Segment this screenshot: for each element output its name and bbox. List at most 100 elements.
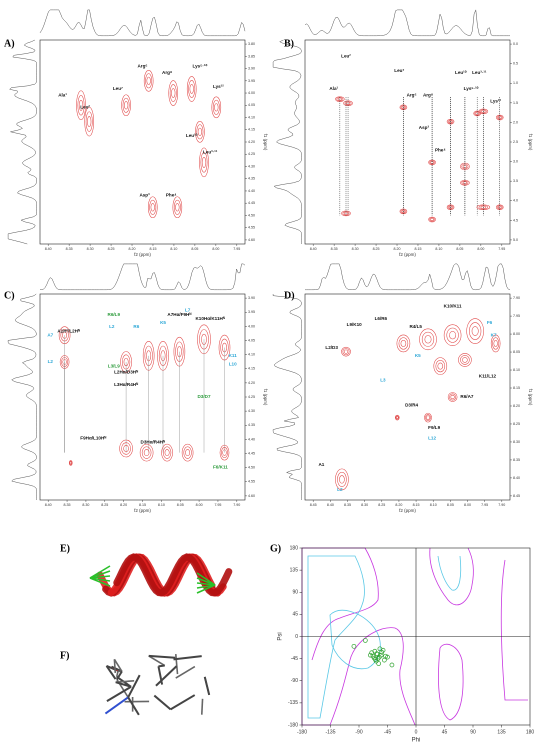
x-tick-label: 8.00	[196, 503, 203, 507]
bond	[148, 655, 166, 667]
bond	[115, 671, 119, 677]
contour	[339, 475, 345, 484]
y-tick-label: 4.00	[248, 91, 255, 95]
x-tick-label: 8.20	[394, 247, 401, 251]
y-tick-label: -45	[291, 656, 298, 662]
contour	[429, 160, 435, 165]
residue-point	[368, 652, 373, 658]
contour	[460, 355, 470, 365]
contour	[85, 111, 93, 132]
x-tick-label: 8.30	[82, 503, 89, 507]
y-tick-label: 8.10	[513, 368, 520, 372]
peak-label: K11	[229, 353, 238, 358]
peak-label: L10	[229, 361, 237, 366]
panel-label: C)	[4, 290, 15, 301]
y-tick-label: 4.15	[248, 367, 255, 371]
bond	[113, 658, 123, 672]
contour	[162, 446, 172, 459]
contour	[450, 394, 455, 400]
peak-label: F6	[487, 320, 493, 325]
peak-label: D3/D7	[197, 394, 210, 399]
residue-point	[373, 657, 378, 662]
peak-label: K10Hα/K11Hᴺ	[195, 316, 224, 321]
peak-label: L2	[337, 487, 343, 492]
peak-label: Arg⁶	[137, 64, 147, 69]
spectrum-1d	[304, 9, 510, 37]
y-tick-label: 8.00	[513, 332, 520, 336]
peak-label: R6	[133, 324, 139, 329]
contour	[335, 468, 349, 491]
x-tick-label: 8.45	[310, 503, 317, 507]
x-tick-label: 135	[497, 729, 506, 735]
x-tick-label: 8.15	[149, 247, 156, 251]
contour	[181, 443, 194, 462]
contour	[175, 203, 180, 212]
contour	[395, 416, 399, 420]
x-tick-label: 8.15	[413, 503, 420, 507]
contour	[221, 447, 228, 459]
contour	[490, 334, 501, 353]
panel-label: A)	[4, 38, 15, 49]
x-tick-label: 7.95	[214, 503, 221, 507]
contour	[145, 73, 153, 89]
y-tick-label: 4.00	[248, 324, 255, 328]
bond	[127, 674, 141, 698]
contour	[222, 449, 227, 456]
contour	[458, 353, 472, 367]
bond	[104, 696, 129, 715]
peak-label: Leu³·¹¹	[203, 149, 218, 154]
x-tick-label: -90	[355, 729, 362, 735]
peak-label: K5	[415, 353, 421, 358]
y-tick-label: 4.25	[248, 395, 255, 399]
y-tick-label: -90	[291, 678, 298, 684]
bond	[105, 665, 117, 680]
x-axis-label: Phi	[412, 738, 421, 744]
peak-label: Leu¹⁰	[186, 133, 198, 138]
contour	[197, 127, 203, 136]
peak-label: Leu²	[80, 105, 90, 110]
contour	[447, 392, 458, 402]
y-tick-label: 180	[290, 545, 299, 551]
contour	[122, 97, 130, 113]
residue-point	[381, 657, 387, 663]
spectrum-frame	[304, 293, 511, 501]
residue-point	[377, 646, 383, 652]
y-tick-label: 4.40	[248, 437, 255, 441]
contour	[435, 359, 446, 373]
y-tick-label: 45	[292, 612, 298, 618]
contour	[146, 76, 151, 85]
peak-label: L2	[48, 359, 54, 364]
y-tick-label: 3.0	[513, 160, 518, 164]
peak-label: R6/L9	[108, 312, 121, 317]
x-tick-label: 45	[442, 729, 448, 735]
peak-label: Arg⁸	[423, 92, 433, 97]
y-tick-label: 4.30	[248, 164, 255, 168]
y-tick-label: 2.5	[513, 140, 518, 144]
peak-label: A7Hα/F9Hᴺ	[167, 312, 191, 317]
y-tick-label: 8.30	[513, 440, 520, 444]
bond	[153, 694, 172, 711]
contour	[396, 334, 411, 353]
x-tick-label: 8.00	[212, 247, 219, 251]
peak-label: L6/R6	[375, 316, 388, 321]
contour	[337, 471, 347, 487]
residue-point	[351, 643, 357, 649]
y-tick-label: 8.20	[513, 404, 520, 408]
peak-label: D3Hα/R4Hᴺ	[141, 440, 165, 445]
peak-label: K10/K11	[444, 304, 462, 309]
peak-label: Leu²	[341, 54, 351, 59]
x-tick-label: 8.35	[331, 247, 338, 251]
y-tick-label: 1.0	[513, 81, 518, 85]
y-tick-label: 4.05	[248, 338, 255, 342]
bond	[173, 655, 202, 661]
contour	[433, 357, 448, 375]
peak-label: A1	[318, 462, 324, 467]
peak-label: L12	[428, 435, 436, 440]
x-tick-label: 8.20	[395, 503, 402, 507]
peak-label: F9/L9	[428, 425, 440, 430]
y-tick-label: 4.20	[248, 381, 255, 385]
y-tick-label: 4.35	[248, 177, 255, 181]
y-tick-label: -180	[288, 722, 298, 728]
contour	[171, 88, 176, 98]
x-tick-label: 7.90	[498, 503, 505, 507]
